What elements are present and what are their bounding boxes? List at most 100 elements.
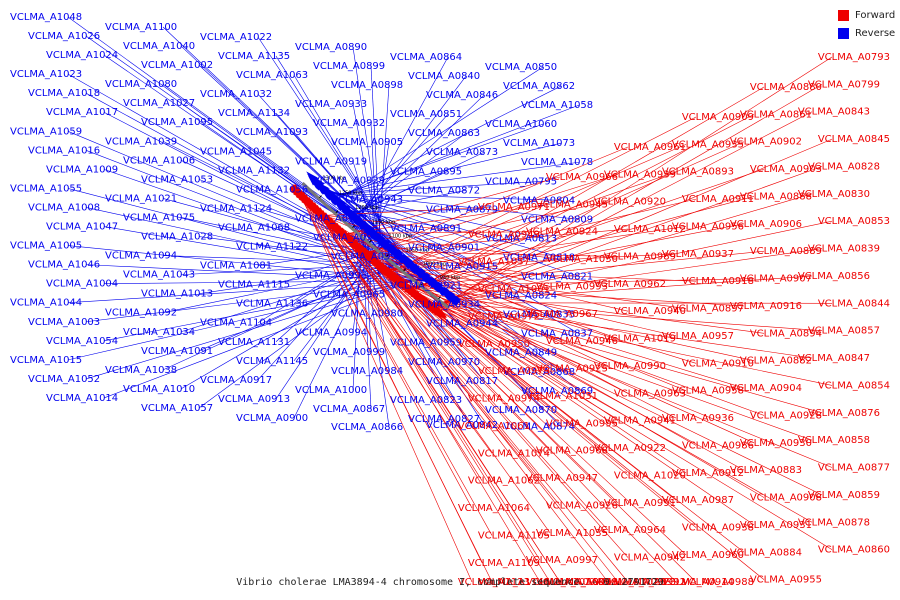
gene-label: VCLMA_A0925	[536, 364, 608, 375]
leader-line	[85, 264, 435, 282]
gene-label: VCLMA_A1068	[218, 222, 290, 233]
gene-label: VCLMA_A0823	[390, 395, 462, 406]
gene-label: VCLMA_A0903	[750, 164, 822, 175]
gene-label: VCLMA_A0970	[408, 357, 480, 368]
chromosome-backbone	[301, 182, 450, 309]
gene-label: VCLMA_A1035	[536, 528, 608, 539]
gene-label: VCLMA_A1046	[28, 260, 100, 271]
leader-line	[408, 114, 755, 293]
gene-label: VCLMA_A0879	[426, 204, 498, 215]
gene-label: VCLMA_A0929	[313, 175, 385, 186]
leader-line	[346, 239, 629, 558]
gene-label: VCLMA_A0900	[236, 413, 308, 424]
leader-line	[303, 200, 473, 583]
gene-label: VCLMA_A1005	[10, 241, 82, 252]
leader-line	[305, 202, 493, 536]
gene-label: VCLMA_A1044	[10, 298, 82, 309]
gene-label: VCLMA_A0998	[546, 577, 618, 588]
gene-label: VCLMA_A0964	[594, 525, 666, 536]
gene-label: VCLMA_A1001	[478, 284, 550, 295]
gene-label: VCLMA_A1009	[46, 164, 118, 175]
leader-line	[320, 216, 561, 583]
leader-line	[352, 46, 382, 238]
gene-label: VCLMA_A0908	[750, 493, 822, 504]
leader-line	[316, 212, 493, 290]
gene-label: VCLMA_A1040	[123, 41, 195, 52]
gene-label: VCLMA_A0926	[546, 500, 618, 511]
gene-label: VCLMA_A0980	[331, 309, 403, 320]
gene-label: VCLMA_A0957	[662, 331, 734, 342]
gene-label: VCLMA_A1053	[141, 174, 213, 185]
leader-line	[326, 221, 551, 533]
gene-label: VCLMA_A0932	[313, 118, 385, 129]
gene-label: VCLMA_A0877	[818, 463, 890, 474]
gene-label: VCLMA_A0840	[408, 71, 480, 82]
leader-line	[421, 301, 823, 331]
gene-label: VCLMA_A0966	[546, 172, 618, 183]
gene-label: VCLMA_A0918	[682, 276, 754, 287]
gene-label: VCLMA_A0993	[536, 281, 608, 292]
leader-line	[320, 183, 580, 392]
gene-label: VCLMA_A0858	[798, 435, 870, 446]
gene-label: VCLMA_A0795	[485, 176, 557, 187]
gene-label: VCLMA_A1057	[141, 403, 213, 414]
gene-label: VCLMA_A0956	[672, 221, 744, 232]
gene-label: VCLMA_A0864	[390, 52, 462, 63]
gene-label: VCLMA_A1024	[46, 50, 118, 61]
gene-label: VCLMA_A0960	[672, 550, 744, 561]
gene-label: VCLMA_A0859	[808, 490, 880, 501]
gene-label: VCLMA_A1027	[123, 98, 195, 109]
gene-label: VCLMA_A0954	[331, 252, 403, 263]
leader-line	[407, 141, 745, 292]
leader-line	[352, 190, 467, 213]
legend-label-reverse: Reverse	[855, 27, 896, 39]
tick-label: 1150 kbp	[372, 219, 396, 225]
gene-label: VCLMA_A0922	[594, 443, 666, 454]
leader-line	[334, 123, 544, 198]
gene-label: VCLMA_A0888	[740, 191, 812, 202]
legend-item-reverse: Reverse	[838, 24, 898, 42]
gene-label: VCLMA_A1015	[10, 355, 82, 366]
leader-line	[340, 204, 551, 235]
tick-label: 950 kbp	[440, 275, 460, 281]
gene-label: VCLMA_A0901	[408, 242, 480, 253]
leader-line	[399, 283, 765, 334]
gene-label: VCLMA_A0936	[662, 413, 734, 424]
gene-label: VCLMA_A0991	[604, 498, 676, 509]
gene-label: VCLMA_A0867	[313, 404, 385, 415]
gene-label: VCLMA_A0843	[798, 107, 870, 118]
gene-label: VCLMA_A0942	[614, 553, 686, 564]
gene-label: VCLMA_A0971	[478, 202, 550, 213]
gene-label: VCLMA_A0930	[740, 438, 812, 449]
gene-label: VCLMA_A0986	[682, 440, 754, 451]
leader-line	[329, 191, 580, 220]
leader-line	[322, 218, 551, 583]
gene-label: VCLMA_A0916	[730, 301, 802, 312]
leader-line	[103, 277, 430, 342]
gene-label: VCLMA_A1017	[46, 107, 118, 118]
gene-label: VCLMA_A0894	[750, 328, 822, 339]
tick-label: 1100 kbp	[388, 234, 412, 240]
leader-line	[357, 94, 485, 218]
leader-line	[360, 228, 629, 253]
gene-label: VCLMA_A0882	[740, 356, 812, 367]
gene-label: VCLMA_A0799	[808, 79, 880, 90]
gene-label: VCLMA_A0869	[521, 386, 593, 397]
gene-label: VCLMA_A0809	[521, 214, 593, 225]
gene-label: VCLMA_A0920	[594, 197, 666, 208]
gene-label: VCLMA_A0899	[313, 61, 385, 72]
leader-line	[400, 284, 745, 307]
gene-label: VCLMA_A1018	[28, 88, 100, 99]
leader-line	[364, 146, 629, 256]
gene-label: VCLMA_A1115	[218, 280, 290, 291]
gene-label: VCLMA_A1078	[521, 157, 593, 168]
gene-label: VCLMA_A0860	[818, 545, 890, 556]
leader-line	[406, 168, 765, 291]
leader-line	[307, 204, 483, 481]
leader-line	[381, 253, 677, 270]
gene-label: VCLMA_A0850	[485, 62, 557, 73]
leader-line	[333, 142, 562, 197]
leader-line	[342, 236, 629, 583]
leader-line	[370, 123, 378, 235]
gene-label: VCLMA_A0923	[604, 577, 676, 588]
